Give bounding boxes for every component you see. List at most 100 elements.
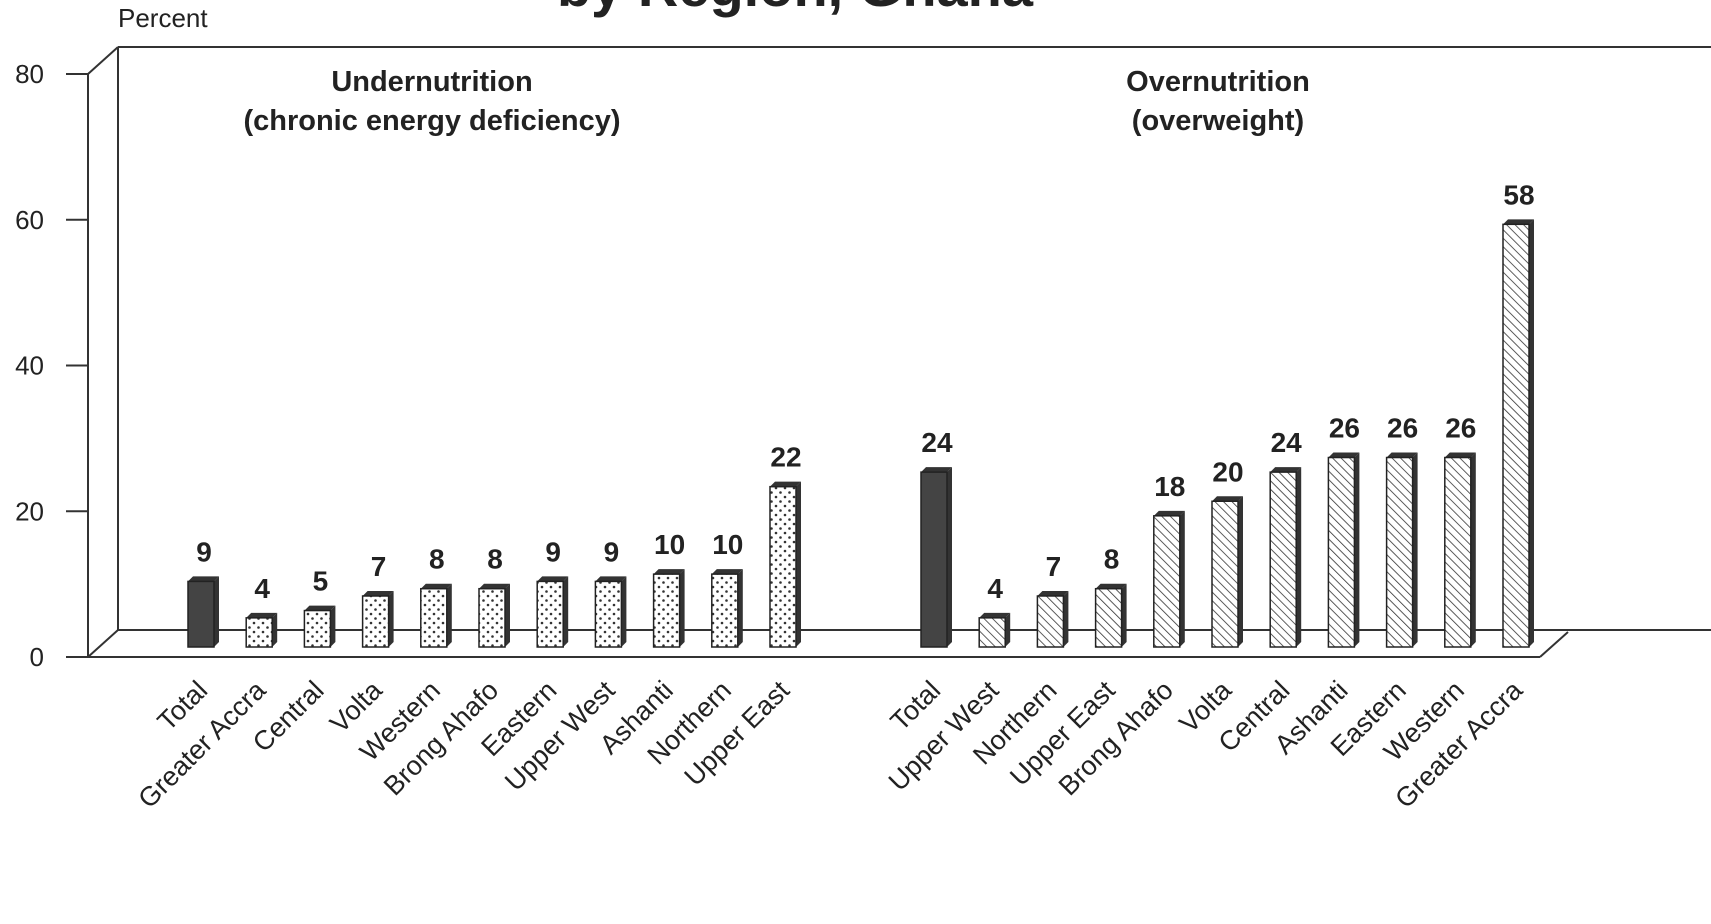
bar-top bbox=[1386, 452, 1418, 458]
value-label: 8 bbox=[1104, 544, 1120, 575]
bar-face bbox=[1094, 587, 1123, 648]
bar-side bbox=[1005, 612, 1011, 647]
group-title: (chronic energy deficiency) bbox=[243, 105, 620, 137]
value-label: 7 bbox=[1046, 551, 1062, 582]
bar-face bbox=[1327, 456, 1356, 648]
bar-face bbox=[420, 587, 448, 648]
bar-side bbox=[1354, 452, 1360, 647]
bar-side bbox=[1529, 219, 1534, 647]
bar bbox=[536, 576, 569, 648]
bar-top bbox=[1153, 510, 1185, 516]
bar bbox=[245, 612, 278, 648]
bar bbox=[1094, 583, 1127, 648]
bar-top bbox=[479, 583, 510, 589]
bar-top bbox=[246, 612, 278, 618]
bar bbox=[1153, 510, 1185, 648]
bar-side bbox=[272, 612, 278, 647]
bar-side bbox=[737, 569, 743, 647]
value-label: 7 bbox=[371, 551, 387, 582]
value-label: 4 bbox=[987, 573, 1003, 604]
y-tick-label: 40 bbox=[15, 351, 44, 381]
bar-face bbox=[478, 587, 506, 648]
bar-top bbox=[188, 576, 219, 582]
bar-top bbox=[1444, 452, 1476, 458]
bar-top bbox=[770, 481, 801, 487]
bar-side bbox=[563, 576, 569, 647]
value-label: 26 bbox=[1387, 413, 1418, 444]
bar-top bbox=[362, 590, 394, 596]
value-label: 22 bbox=[770, 442, 801, 473]
bar-side bbox=[679, 569, 685, 647]
bar-side bbox=[330, 605, 336, 647]
bar-face bbox=[1269, 471, 1297, 648]
bar-side bbox=[621, 576, 627, 647]
y-axis-label: Percent bbox=[118, 3, 208, 33]
bar-face bbox=[769, 485, 797, 648]
value-label: 9 bbox=[196, 536, 212, 567]
value-label: 10 bbox=[712, 529, 743, 560]
bar bbox=[711, 569, 743, 648]
value-label: 9 bbox=[545, 536, 561, 567]
bar-top bbox=[1503, 219, 1534, 225]
bar-top bbox=[1270, 467, 1302, 473]
value-label: 10 bbox=[654, 529, 685, 560]
bar-face bbox=[711, 573, 739, 648]
bar-side bbox=[1063, 590, 1069, 647]
y-tick-label: 20 bbox=[15, 496, 44, 526]
bar-face bbox=[920, 471, 948, 648]
value-label: 20 bbox=[1212, 456, 1243, 487]
bar bbox=[303, 605, 336, 648]
bar-side bbox=[796, 481, 801, 647]
group-title: Undernutrition bbox=[331, 66, 532, 98]
bar-face bbox=[361, 595, 390, 648]
bar bbox=[478, 583, 510, 648]
bar-side bbox=[214, 576, 219, 647]
bar bbox=[1036, 590, 1069, 648]
bar-face bbox=[1444, 456, 1472, 648]
bar-face bbox=[245, 617, 273, 648]
bar bbox=[978, 612, 1011, 648]
bar-top bbox=[921, 467, 952, 473]
bar-side bbox=[1238, 496, 1243, 647]
bar-top bbox=[1095, 583, 1127, 589]
bar-face bbox=[1153, 515, 1181, 648]
y-tick-label: 60 bbox=[15, 205, 44, 235]
bar bbox=[1385, 452, 1418, 648]
y-tick-label: 0 bbox=[30, 642, 44, 672]
bar-top bbox=[979, 612, 1011, 618]
bar-face bbox=[1502, 223, 1530, 648]
value-label: 18 bbox=[1154, 471, 1185, 502]
value-label: 8 bbox=[487, 544, 503, 575]
bar bbox=[420, 583, 452, 648]
bar-top bbox=[1037, 590, 1069, 596]
bar bbox=[361, 590, 394, 648]
bar-face bbox=[978, 617, 1006, 648]
bar-top bbox=[537, 576, 569, 582]
bar-top bbox=[1328, 452, 1360, 458]
value-label: 26 bbox=[1445, 413, 1476, 444]
bar bbox=[187, 576, 219, 648]
bar-face bbox=[1211, 500, 1239, 648]
bar bbox=[594, 576, 627, 648]
bar bbox=[920, 467, 952, 648]
bar-top bbox=[1212, 496, 1243, 502]
y-tick-label: 80 bbox=[15, 59, 44, 89]
value-label: 24 bbox=[1271, 427, 1303, 458]
bar-side bbox=[505, 583, 510, 647]
value-label: 26 bbox=[1329, 413, 1360, 444]
bar-side bbox=[388, 590, 394, 647]
bar-side bbox=[1296, 467, 1302, 647]
chart-title: by Region, Ghana bbox=[557, 0, 1034, 18]
bar bbox=[1502, 219, 1534, 648]
bar-face bbox=[187, 580, 215, 648]
value-label: 9 bbox=[604, 536, 620, 567]
bar-side bbox=[446, 583, 452, 647]
bar bbox=[1327, 452, 1360, 648]
bar-top bbox=[653, 569, 685, 575]
bar-face bbox=[594, 580, 623, 648]
bar-top bbox=[420, 583, 452, 589]
bar bbox=[1269, 467, 1302, 648]
bar-side bbox=[1179, 510, 1185, 647]
group-title: Overnutrition bbox=[1126, 66, 1310, 98]
bar bbox=[1444, 452, 1476, 648]
